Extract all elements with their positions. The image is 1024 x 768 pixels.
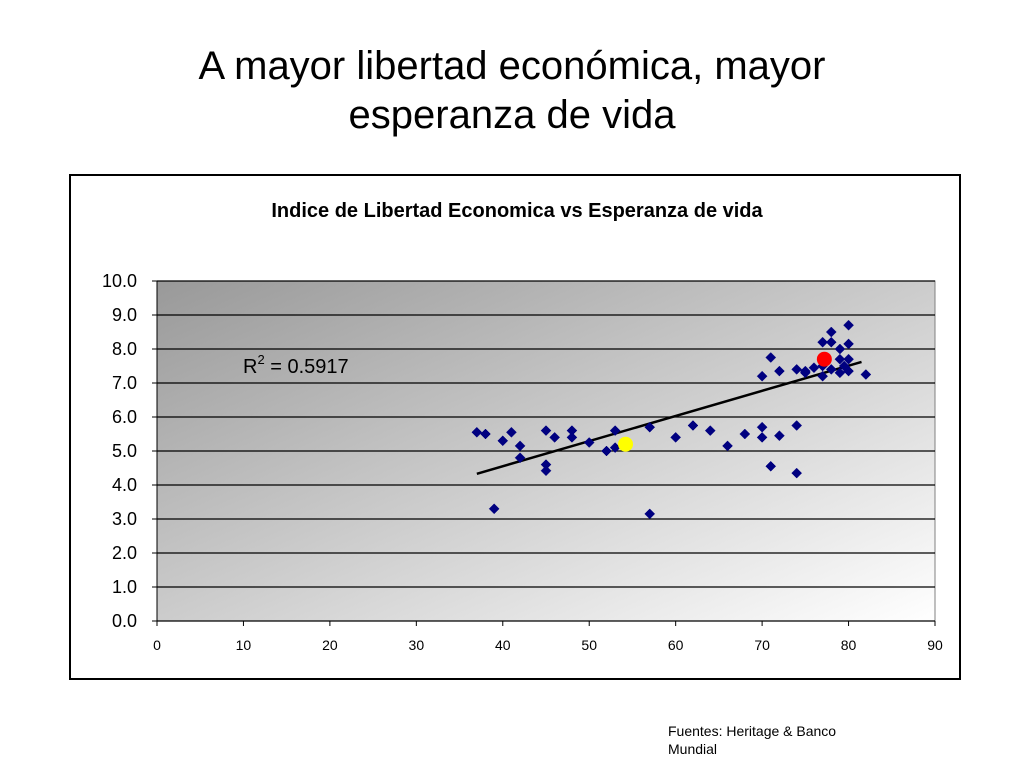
y-tick-label: 9.0: [112, 305, 137, 325]
data-points: [471, 319, 872, 520]
y-tick-label: 4.0: [112, 475, 137, 495]
data-point: [834, 353, 846, 365]
data-point: [756, 432, 768, 443]
source-note-line-2: Mundial: [668, 741, 718, 757]
data-point: [540, 465, 552, 477]
r-squared-exponent: 2: [257, 352, 264, 367]
x-tick-label: 20: [322, 637, 338, 653]
y-tick-label: 10.0: [102, 271, 137, 291]
data-point: [704, 425, 716, 436]
x-tick-label: 30: [409, 637, 425, 653]
data-point: [825, 336, 837, 348]
data-point: [644, 508, 656, 520]
x-tick-label: 70: [754, 637, 770, 653]
chart-title: Indice de Libertad Economica vs Esperanz…: [271, 200, 763, 222]
x-tick-label: 90: [927, 637, 943, 653]
data-point: [497, 435, 509, 447]
data-point: [480, 428, 491, 440]
data-point: [644, 421, 656, 433]
x-tick-label: 80: [841, 637, 857, 653]
data-point: [488, 503, 500, 515]
data-point: [817, 336, 828, 348]
data-point: [765, 352, 777, 363]
data-point: [799, 367, 811, 379]
x-tick-label: 10: [236, 637, 252, 653]
trendline-layer: [476, 360, 862, 475]
highlight-point: [816, 351, 832, 367]
data-point: [549, 432, 560, 443]
y-tick-label: 6.0: [112, 407, 137, 427]
y-tick-label: 2.0: [112, 543, 137, 563]
source-note: Fuentes: Heritage & Banco Mundial: [668, 722, 836, 758]
y-tick-label: 0.0: [112, 611, 137, 631]
data-point: [765, 460, 777, 472]
y-tick-label: 3.0: [112, 509, 137, 529]
data-point: [791, 420, 803, 431]
data-point: [756, 370, 768, 382]
scatter-chart: Indice de Libertad Economica vs Esperanz…: [102, 200, 943, 653]
data-point: [739, 428, 751, 440]
data-point: [583, 437, 595, 448]
chart-frame: Indice de Libertad Economica vs Esperanz…: [69, 174, 961, 680]
source-note-line-1: Fuentes: Heritage & Banco: [668, 723, 837, 739]
data-point: [774, 430, 785, 442]
x-tick-label: 40: [495, 637, 511, 653]
slide-title-line-1: A mayor libertad económica, mayor: [198, 44, 826, 88]
data-point: [843, 353, 854, 365]
y-tick-label: 1.0: [112, 577, 137, 597]
trendline: [476, 360, 862, 475]
highlight-points: [618, 351, 832, 452]
r-squared-prefix: R: [243, 356, 257, 378]
data-point: [860, 369, 872, 380]
y-tick-label: 5.0: [112, 441, 137, 461]
data-point: [670, 432, 682, 443]
data-point: [687, 420, 699, 431]
data-point: [601, 445, 612, 457]
data-point: [514, 452, 526, 464]
x-tick-label: 60: [668, 637, 684, 653]
data-point: [609, 425, 621, 436]
data-point: [566, 432, 578, 443]
data-point: [843, 319, 854, 331]
data-point: [471, 426, 483, 438]
y-tick-label: 8.0: [112, 339, 137, 359]
r-squared-label: R2 = 0.5917: [243, 352, 349, 378]
axes: 0.0 1.0 2.0 3.0 4.0 5.0 6.0 7.0 8.0 9.0 10.0 0 10 20 3…: [102, 271, 943, 653]
data-point: [514, 440, 526, 452]
slide-title: A mayor libertad económica, mayor espera…: [112, 42, 912, 140]
y-tick-label: 7.0: [112, 373, 137, 393]
slide-title-line-2: esperanza de vida: [348, 93, 676, 137]
data-point: [791, 467, 803, 479]
highlight-point: [618, 436, 634, 452]
data-point: [817, 370, 828, 382]
data-point: [843, 338, 854, 350]
x-tick-label: 0: [153, 637, 161, 653]
data-point: [506, 426, 517, 438]
data-point: [774, 365, 785, 377]
r-squared-value: = 0.5917: [265, 356, 349, 378]
data-point: [722, 440, 733, 452]
data-point: [540, 425, 552, 436]
data-point: [825, 364, 837, 375]
x-tick-label: 50: [581, 637, 597, 653]
data-point: [791, 364, 803, 375]
data-point: [843, 365, 854, 377]
